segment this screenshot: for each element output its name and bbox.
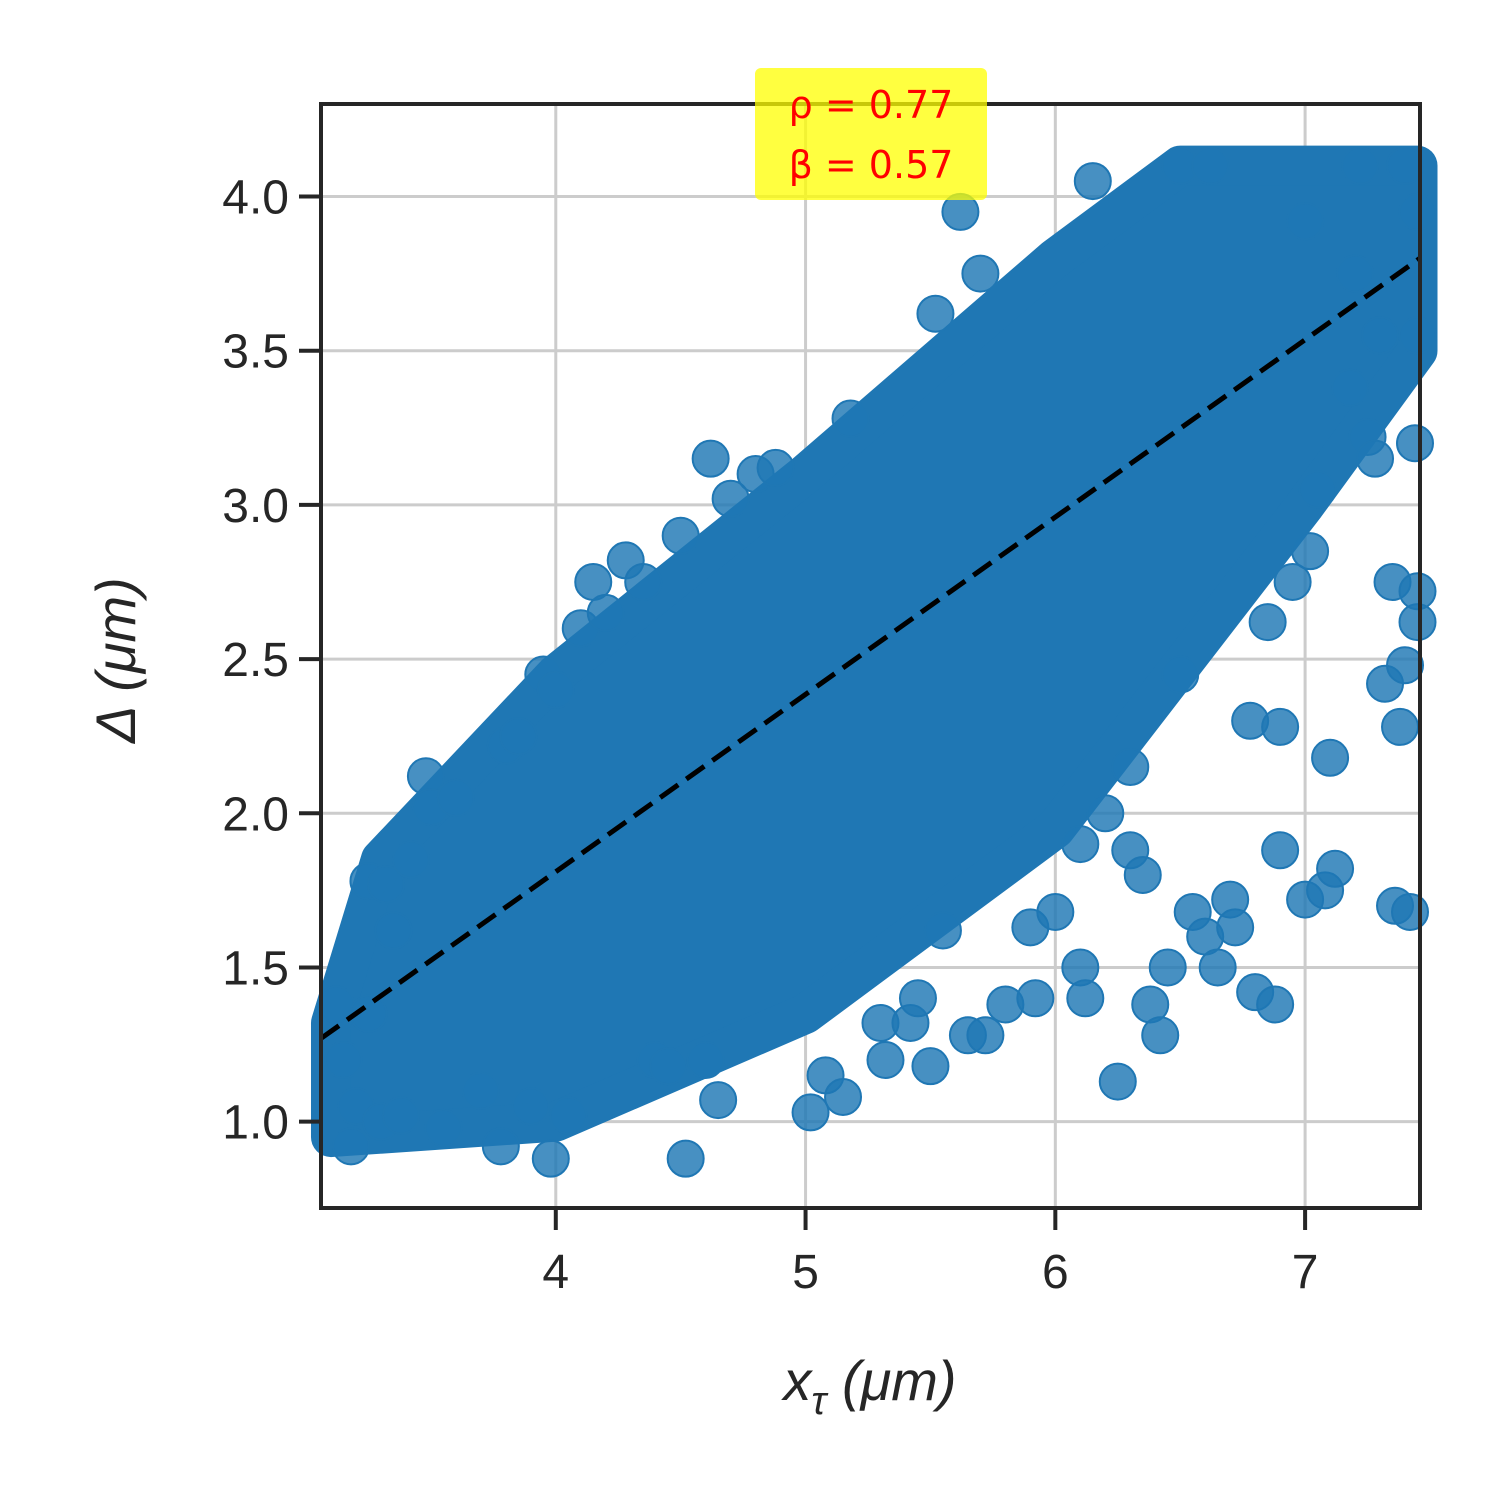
y-tick-label: 1.0 [222,1097,289,1150]
x-axis-label: xτ (μm) [780,1349,956,1423]
scatter-point [1261,831,1300,870]
scatter-point [1356,439,1395,478]
x-tick-label: 7 [1292,1246,1319,1299]
annotation-rho: ρ = 0.77 [789,83,954,127]
scatter-point [1361,316,1400,355]
scatter-point [1311,738,1350,777]
scatter-point [649,1047,688,1086]
scatter-point [961,254,1000,293]
scatter-point [661,516,700,555]
scatter-point [791,1093,830,1132]
scatter-point [1298,470,1337,509]
scatter-point [1291,532,1330,571]
x-tick-label: 4 [542,1246,569,1299]
scatter-point [1331,368,1370,407]
scatter-point [898,979,937,1018]
scatter-point [1398,192,1437,231]
scatter-point [331,1127,370,1166]
y-tick-label: 2.5 [222,634,289,687]
scatter-point [624,562,663,601]
scatter-point [1341,146,1380,185]
fit-line [319,256,1422,1041]
scatter-point [1248,603,1287,642]
scatter-point [686,1040,725,1079]
scatter-point [1036,892,1075,931]
scatter-point [916,294,955,333]
scatter-point [1273,562,1312,601]
scatter-point [1098,1062,1137,1101]
scatter-point [481,1127,520,1166]
y-tick-label: 3.0 [222,480,289,533]
scatter-point [531,1139,570,1178]
scatter-point [1316,849,1355,888]
scatter-point [324,1040,363,1079]
scatter-point [1256,985,1295,1024]
scatter-point [923,911,962,950]
scatter-point [1336,254,1375,293]
y-tick-label: 3.5 [222,326,289,379]
scatter-point [1016,979,1055,1018]
scatter-point [1398,572,1437,611]
scatter-point [711,479,750,518]
scatter-point [374,911,413,950]
scatter-point [824,1077,863,1116]
scatter-point [1261,707,1300,746]
x-axis-label-unit: (μm) [826,1349,956,1412]
y-axis-label: Δ (μm) [84,577,147,745]
y-tick-label: 2.0 [222,788,289,841]
annotation-box: ρ = 0.77 β = 0.57 [755,68,987,200]
scatter-point [1398,316,1437,355]
x-axis-label-sub: τ [811,1379,829,1423]
scatter-point [366,865,405,904]
annotation-background [755,68,987,200]
scatter-point [1161,655,1200,694]
scatter-point [1198,948,1237,987]
scatter-point [1396,424,1435,463]
scatter-point [699,1081,738,1120]
y-tick-label: 4.0 [222,172,289,225]
scatter-points [316,146,1437,1178]
scatter-point [1073,162,1112,201]
scatter-point [424,1108,463,1147]
scatter-point [1148,948,1187,987]
scatter-point [1066,979,1105,1018]
scatter-point [831,399,870,438]
scatter-point [586,593,625,632]
scatter-point [511,1087,550,1126]
scatter-point [1061,825,1100,864]
scatter-point [1086,794,1125,833]
scatter-point [349,994,388,1033]
scatter-point [536,670,575,709]
scatter-point [499,717,538,756]
x-tick-label: 5 [792,1246,819,1299]
scatter-point [1286,202,1325,241]
scatter-point [1391,892,1430,931]
scatter-point [436,778,475,817]
scatter-point [911,1047,950,1086]
scatter-point [666,1139,705,1178]
scatter-point [391,840,430,879]
annotation-beta: β = 0.57 [789,143,954,187]
y-tick-label: 1.5 [222,942,289,995]
scatter-point [381,1096,420,1135]
scatter-point [1141,1016,1180,1055]
scatter-point [1381,707,1420,746]
scatter-point [461,1071,500,1110]
axis-ticks: 4 5 6 7 1.0 1.5 2.0 2.5 3.0 3.5 4.0 [222,172,1318,1299]
scatter-point [756,448,795,487]
scatter-point [866,1040,905,1079]
x-axis-label-main: x [780,1349,813,1412]
scatter-point [549,1096,588,1135]
x-tick-label: 6 [1042,1246,1069,1299]
scatter-point [1386,146,1425,185]
scatter-point [691,439,730,478]
scatter-point [966,1016,1005,1055]
scatter-point [1123,855,1162,894]
scatter-point [1191,146,1230,185]
scatter-point [1386,646,1425,685]
scatter-point [1111,748,1150,787]
scatter-point [1216,908,1255,947]
